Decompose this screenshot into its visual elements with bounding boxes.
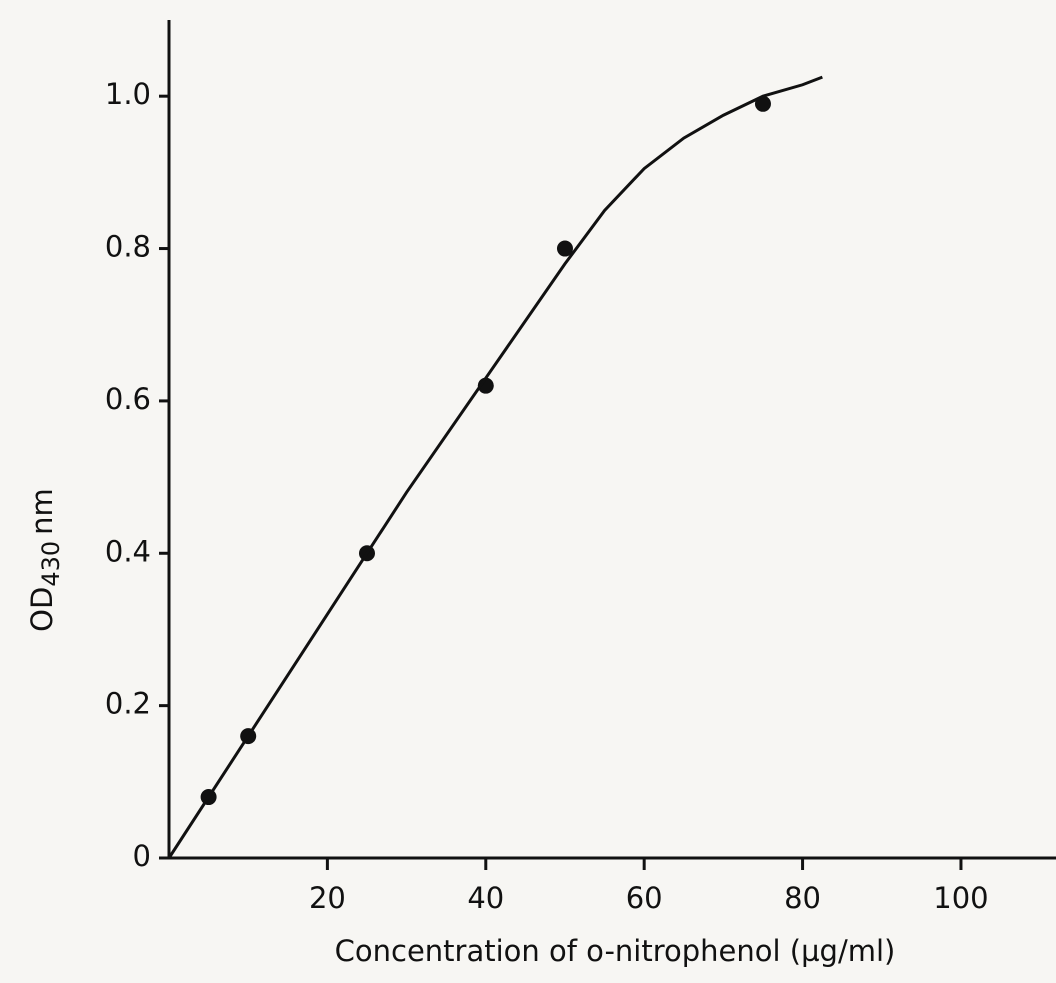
y-axis-title-sub: 430	[37, 541, 65, 587]
y-tick-label: 1.0	[105, 77, 151, 111]
y-axis-title-unit: nm	[25, 488, 59, 535]
data-point	[754, 95, 771, 112]
y-tick-label: 0.4	[105, 534, 151, 568]
y-axis-title-main: OD	[25, 587, 59, 632]
fit-curve	[167, 75, 823, 859]
x-axis-title: Concentration of o-nitrophenol (µg/ml)	[335, 934, 896, 968]
x-tick-label: 100	[933, 881, 988, 915]
y-tick-label: 0.8	[105, 230, 151, 264]
y-tick-label: 0.6	[105, 382, 151, 416]
y-axis-title: OD430 nm	[25, 488, 65, 632]
x-tick-label: 60	[626, 881, 663, 915]
y-tick-label: 0	[133, 839, 151, 873]
x-tick-label: 20	[309, 881, 346, 915]
data-point	[556, 240, 573, 257]
x-tick-label: 40	[467, 881, 504, 915]
y-tick-label: 0.2	[105, 687, 151, 721]
x-tick-label: 80	[784, 881, 821, 915]
